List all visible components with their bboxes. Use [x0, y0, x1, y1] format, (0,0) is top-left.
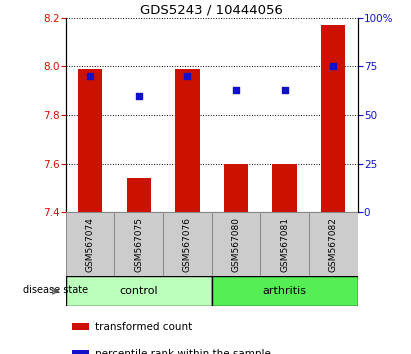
Bar	[224, 164, 248, 212]
Text: arthritis: arthritis	[263, 286, 307, 296]
Bar	[309, 212, 358, 276]
Bar	[72, 323, 89, 330]
Bar	[212, 276, 358, 306]
Text: transformed count: transformed count	[95, 322, 192, 332]
Bar	[260, 212, 309, 276]
Point	[233, 87, 239, 93]
Text: GSM567080: GSM567080	[231, 217, 240, 273]
Text: GSM567075: GSM567075	[134, 217, 143, 273]
Bar	[321, 25, 345, 212]
Bar	[78, 69, 102, 212]
Text: percentile rank within the sample: percentile rank within the sample	[95, 349, 271, 354]
Point	[136, 93, 142, 98]
Point	[330, 64, 337, 69]
Bar	[212, 212, 260, 276]
Point	[184, 73, 191, 79]
Point	[281, 87, 288, 93]
Bar	[175, 69, 199, 212]
Point	[87, 73, 93, 79]
Text: disease state: disease state	[23, 285, 88, 295]
Text: control: control	[120, 286, 158, 296]
Text: GSM567081: GSM567081	[280, 217, 289, 273]
Title: GDS5243 / 10444056: GDS5243 / 10444056	[140, 4, 283, 17]
Bar	[163, 212, 212, 276]
Text: GSM567076: GSM567076	[183, 217, 192, 273]
Bar	[127, 178, 151, 212]
Bar	[114, 212, 163, 276]
Text: GSM567074: GSM567074	[85, 217, 95, 272]
Bar	[66, 212, 114, 276]
Bar	[72, 350, 89, 354]
Bar	[66, 276, 212, 306]
Bar	[272, 164, 297, 212]
Text: GSM567082: GSM567082	[329, 217, 338, 272]
